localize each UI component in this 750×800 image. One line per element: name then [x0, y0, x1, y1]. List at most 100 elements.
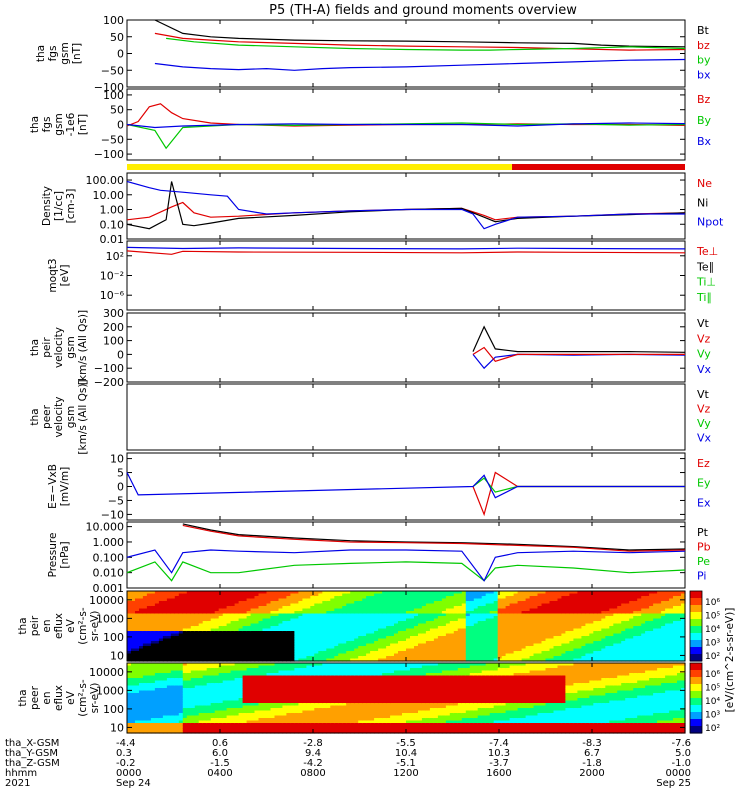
spectrogram-cell [174, 670, 180, 674]
spectrogram-cell [150, 728, 156, 732]
spectrogram-cell [210, 668, 216, 672]
spectrogram-cell [146, 728, 152, 732]
spectrogram-cell [242, 656, 248, 660]
spectrogram-cell [657, 611, 662, 615]
spectrogram-cell [306, 636, 311, 640]
spectrogram-cell [429, 623, 435, 627]
spectrogram-cell [633, 611, 638, 615]
spectrogram-cell [146, 678, 152, 682]
spectrogram-cell [146, 715, 152, 719]
spectrogram-cell [318, 643, 323, 647]
spectrogram-cell [541, 593, 547, 597]
spectrogram-cell [557, 651, 563, 655]
spectrogram-cell [633, 618, 638, 622]
spectrogram-cell [146, 690, 152, 694]
spectrogram-cell [330, 598, 335, 602]
spectrogram-cell [290, 658, 295, 662]
spectrogram-cell [226, 658, 232, 662]
spectrogram-cell [322, 628, 327, 632]
y-axis-label-line: tha [29, 116, 41, 133]
spectrogram-cell [206, 596, 212, 600]
spectrogram-cell [445, 601, 451, 605]
spectrogram-cell [601, 621, 606, 625]
spectrogram-cell [406, 623, 411, 627]
spectrogram-cell [437, 643, 443, 647]
spectrogram-cell [350, 641, 355, 645]
spectrogram-cell [266, 608, 272, 612]
spectrogram-cell [637, 651, 642, 655]
spectrogram-cell [338, 593, 343, 597]
spectrogram-cell [453, 643, 459, 647]
spectrogram-cell [513, 618, 519, 622]
spectrogram-cell [282, 643, 287, 647]
spectrogram-cell [314, 658, 319, 662]
spectrogram-cell [362, 601, 367, 605]
spectrogram-cell [601, 628, 606, 632]
spectrogram-cell [326, 628, 331, 632]
spectrogram-cell [465, 621, 471, 625]
spectrogram-cell [493, 606, 499, 610]
spectrogram-cell [142, 670, 148, 674]
spectrogram-cell [525, 626, 531, 630]
spectrogram-cell [497, 591, 503, 595]
spectrogram-cell [135, 613, 140, 617]
spectrogram-cell [637, 591, 642, 595]
spectrogram-cell [549, 606, 555, 610]
spectrogram-cell [557, 601, 563, 605]
spectrogram-cell [142, 678, 148, 682]
spectrogram-cell [573, 598, 578, 602]
spectrogram-cell [242, 601, 248, 605]
spectrogram-cell [581, 626, 586, 630]
spectrogram-cell [386, 603, 391, 607]
spectrogram-cell [158, 613, 164, 617]
spectrogram-cell [298, 596, 303, 600]
spectrogram-cell [585, 603, 590, 607]
spectrogram-cell [174, 728, 180, 732]
spectrogram-cell [473, 623, 479, 627]
spectrogram-cell [557, 643, 563, 647]
spectrogram-cell [162, 685, 168, 689]
spectrogram-cell [142, 728, 148, 732]
spectrogram-cell [142, 720, 148, 724]
spectrogram-cell [529, 593, 535, 597]
spectrogram-cell [485, 596, 491, 600]
spectrogram-cell [142, 623, 148, 627]
spectrogram-cell [469, 646, 475, 650]
spectrogram-cell [306, 621, 311, 625]
spectrogram-cell [354, 641, 359, 645]
spectrogram-cell [549, 616, 555, 620]
spectrogram-cell [218, 673, 224, 677]
spectrogram-cell [294, 646, 299, 650]
spectrogram-cell [374, 618, 379, 622]
spectrogram-cell [645, 611, 650, 615]
y-axis-label-line: sr-eV) [89, 611, 101, 642]
spectrogram-cell [135, 616, 140, 620]
spectrogram-cell [230, 606, 236, 610]
spectrogram-cell [170, 601, 176, 605]
colorbar-tick-label: 10⁶ [705, 598, 720, 608]
spectrogram-cell [629, 598, 634, 602]
spectrogram-cell [569, 648, 574, 652]
spectrogram-cell [222, 670, 228, 674]
spectrogram-cell [170, 683, 176, 687]
spectrogram-cell [278, 613, 284, 617]
spectrogram-cell [174, 636, 180, 640]
spectrogram-cell [429, 601, 435, 605]
spectrogram-cell [127, 618, 132, 622]
spectrogram-cell [230, 648, 236, 652]
spectrogram-cell [386, 598, 391, 602]
spectrogram-cell [609, 593, 614, 597]
spectrogram-cell [274, 618, 280, 622]
legend-entry: Vz [697, 403, 711, 416]
spectrogram-cell [222, 656, 228, 660]
spectrogram-cell [206, 626, 212, 630]
spectrogram-cell [621, 631, 626, 635]
spectrogram-cell [238, 623, 244, 627]
spectrogram-cell [318, 616, 323, 620]
spectrogram-cell [505, 656, 511, 660]
spectrogram-cell [194, 685, 200, 689]
spectrogram-cell [310, 648, 315, 652]
spectrogram-cell [477, 596, 483, 600]
spectrogram-cell [354, 591, 359, 595]
